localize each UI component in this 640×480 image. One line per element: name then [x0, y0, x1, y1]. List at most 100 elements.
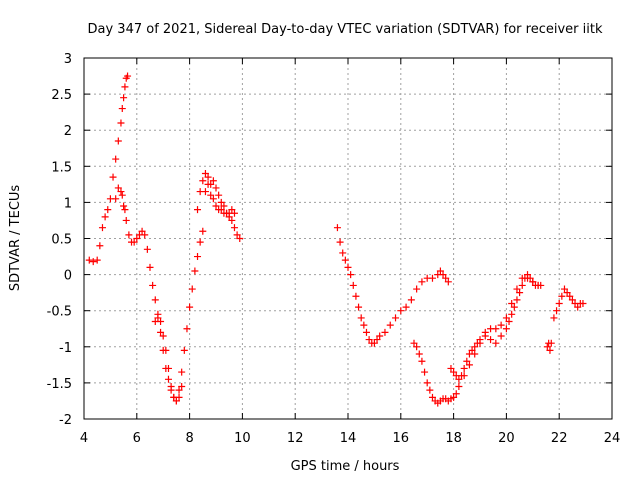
data-point — [114, 184, 122, 192]
data-point — [233, 231, 241, 239]
data-point — [455, 383, 463, 391]
y-tick-label: 2 — [64, 124, 72, 139]
data-point — [476, 336, 484, 344]
data-point — [518, 281, 526, 289]
data-point — [114, 137, 122, 145]
data-point — [550, 314, 558, 322]
data-point — [413, 343, 421, 351]
data-point — [566, 292, 574, 300]
data-point — [546, 346, 554, 354]
data-point — [421, 368, 429, 376]
x-tick-label: 14 — [340, 431, 357, 446]
data-point — [212, 184, 220, 192]
data-point — [349, 281, 357, 289]
data-point — [355, 303, 363, 311]
data-point — [365, 336, 373, 344]
data-point — [341, 256, 349, 264]
data-point — [124, 72, 132, 80]
data-point — [428, 274, 436, 282]
data-point — [143, 245, 151, 253]
data-point — [194, 253, 202, 261]
data-point — [442, 274, 450, 282]
data-point — [579, 299, 587, 307]
data-point — [333, 224, 341, 232]
data-point — [555, 299, 563, 307]
data-point — [164, 364, 172, 372]
x-tick-label: 24 — [604, 431, 621, 446]
data-point — [125, 231, 133, 239]
x-axis-ticks: 4 6 8 10 12 14 16 18 20 22 24 — [80, 58, 620, 446]
data-point — [96, 242, 104, 250]
data-point — [410, 339, 418, 347]
data-point — [352, 292, 360, 300]
data-point — [526, 274, 534, 282]
data-point — [212, 202, 220, 210]
data-point — [513, 296, 521, 304]
data-point — [167, 383, 175, 391]
data-point — [558, 292, 566, 300]
x-tick-label: 6 — [133, 431, 141, 446]
data-point — [178, 368, 186, 376]
data-point — [423, 379, 431, 387]
data-point — [397, 307, 405, 315]
data-point — [104, 206, 112, 214]
data-point — [154, 314, 162, 322]
data-point — [360, 321, 368, 329]
data-point — [362, 328, 370, 336]
y-tick-label: 3 — [64, 52, 72, 67]
x-axis-label: GPS time / hours — [291, 459, 400, 474]
data-marks — [85, 72, 587, 407]
data-point — [178, 383, 186, 391]
data-point — [407, 296, 415, 304]
data-point — [553, 307, 561, 315]
data-point — [357, 314, 365, 322]
data-point — [455, 375, 463, 383]
data-point — [117, 188, 125, 196]
grid — [84, 58, 612, 419]
y-tick-label: 1 — [64, 196, 72, 211]
data-point — [112, 195, 120, 203]
series-seg-a — [85, 72, 132, 266]
data-point — [207, 180, 215, 188]
data-point — [186, 303, 194, 311]
data-point — [563, 289, 571, 297]
data-point — [465, 361, 473, 369]
data-point — [191, 267, 199, 275]
data-point — [444, 278, 452, 286]
data-point — [117, 119, 125, 127]
data-point — [217, 198, 225, 206]
data-point — [122, 216, 130, 224]
data-point — [236, 235, 244, 242]
data-point — [450, 368, 458, 376]
y-axis-label: SDTVAR / TECUs — [8, 185, 23, 292]
data-point — [162, 346, 170, 354]
x-tick-label: 20 — [498, 431, 515, 446]
data-point — [217, 206, 225, 214]
data-point — [220, 202, 228, 210]
x-tick-label: 16 — [393, 431, 410, 446]
data-point — [183, 325, 191, 333]
x-tick-label: 18 — [445, 431, 462, 446]
series-seg-f — [410, 274, 542, 407]
data-point — [228, 216, 236, 224]
data-point — [460, 364, 468, 372]
data-point — [118, 191, 126, 199]
data-point — [209, 195, 217, 203]
y-tick-label: -1 — [59, 341, 72, 356]
data-point — [508, 299, 516, 307]
data-point — [386, 321, 394, 329]
data-point — [188, 285, 196, 293]
data-point — [473, 339, 481, 347]
data-point — [458, 372, 466, 380]
series-seg-i — [550, 285, 587, 322]
data-point — [175, 386, 183, 394]
data-point — [436, 267, 444, 275]
data-point — [402, 303, 410, 311]
y-tick-label: -2 — [59, 413, 72, 428]
data-point — [157, 328, 165, 336]
data-point — [194, 206, 202, 214]
data-point — [418, 357, 426, 365]
x-tick-label: 10 — [234, 431, 251, 446]
y-tick-label: 0 — [64, 269, 72, 284]
